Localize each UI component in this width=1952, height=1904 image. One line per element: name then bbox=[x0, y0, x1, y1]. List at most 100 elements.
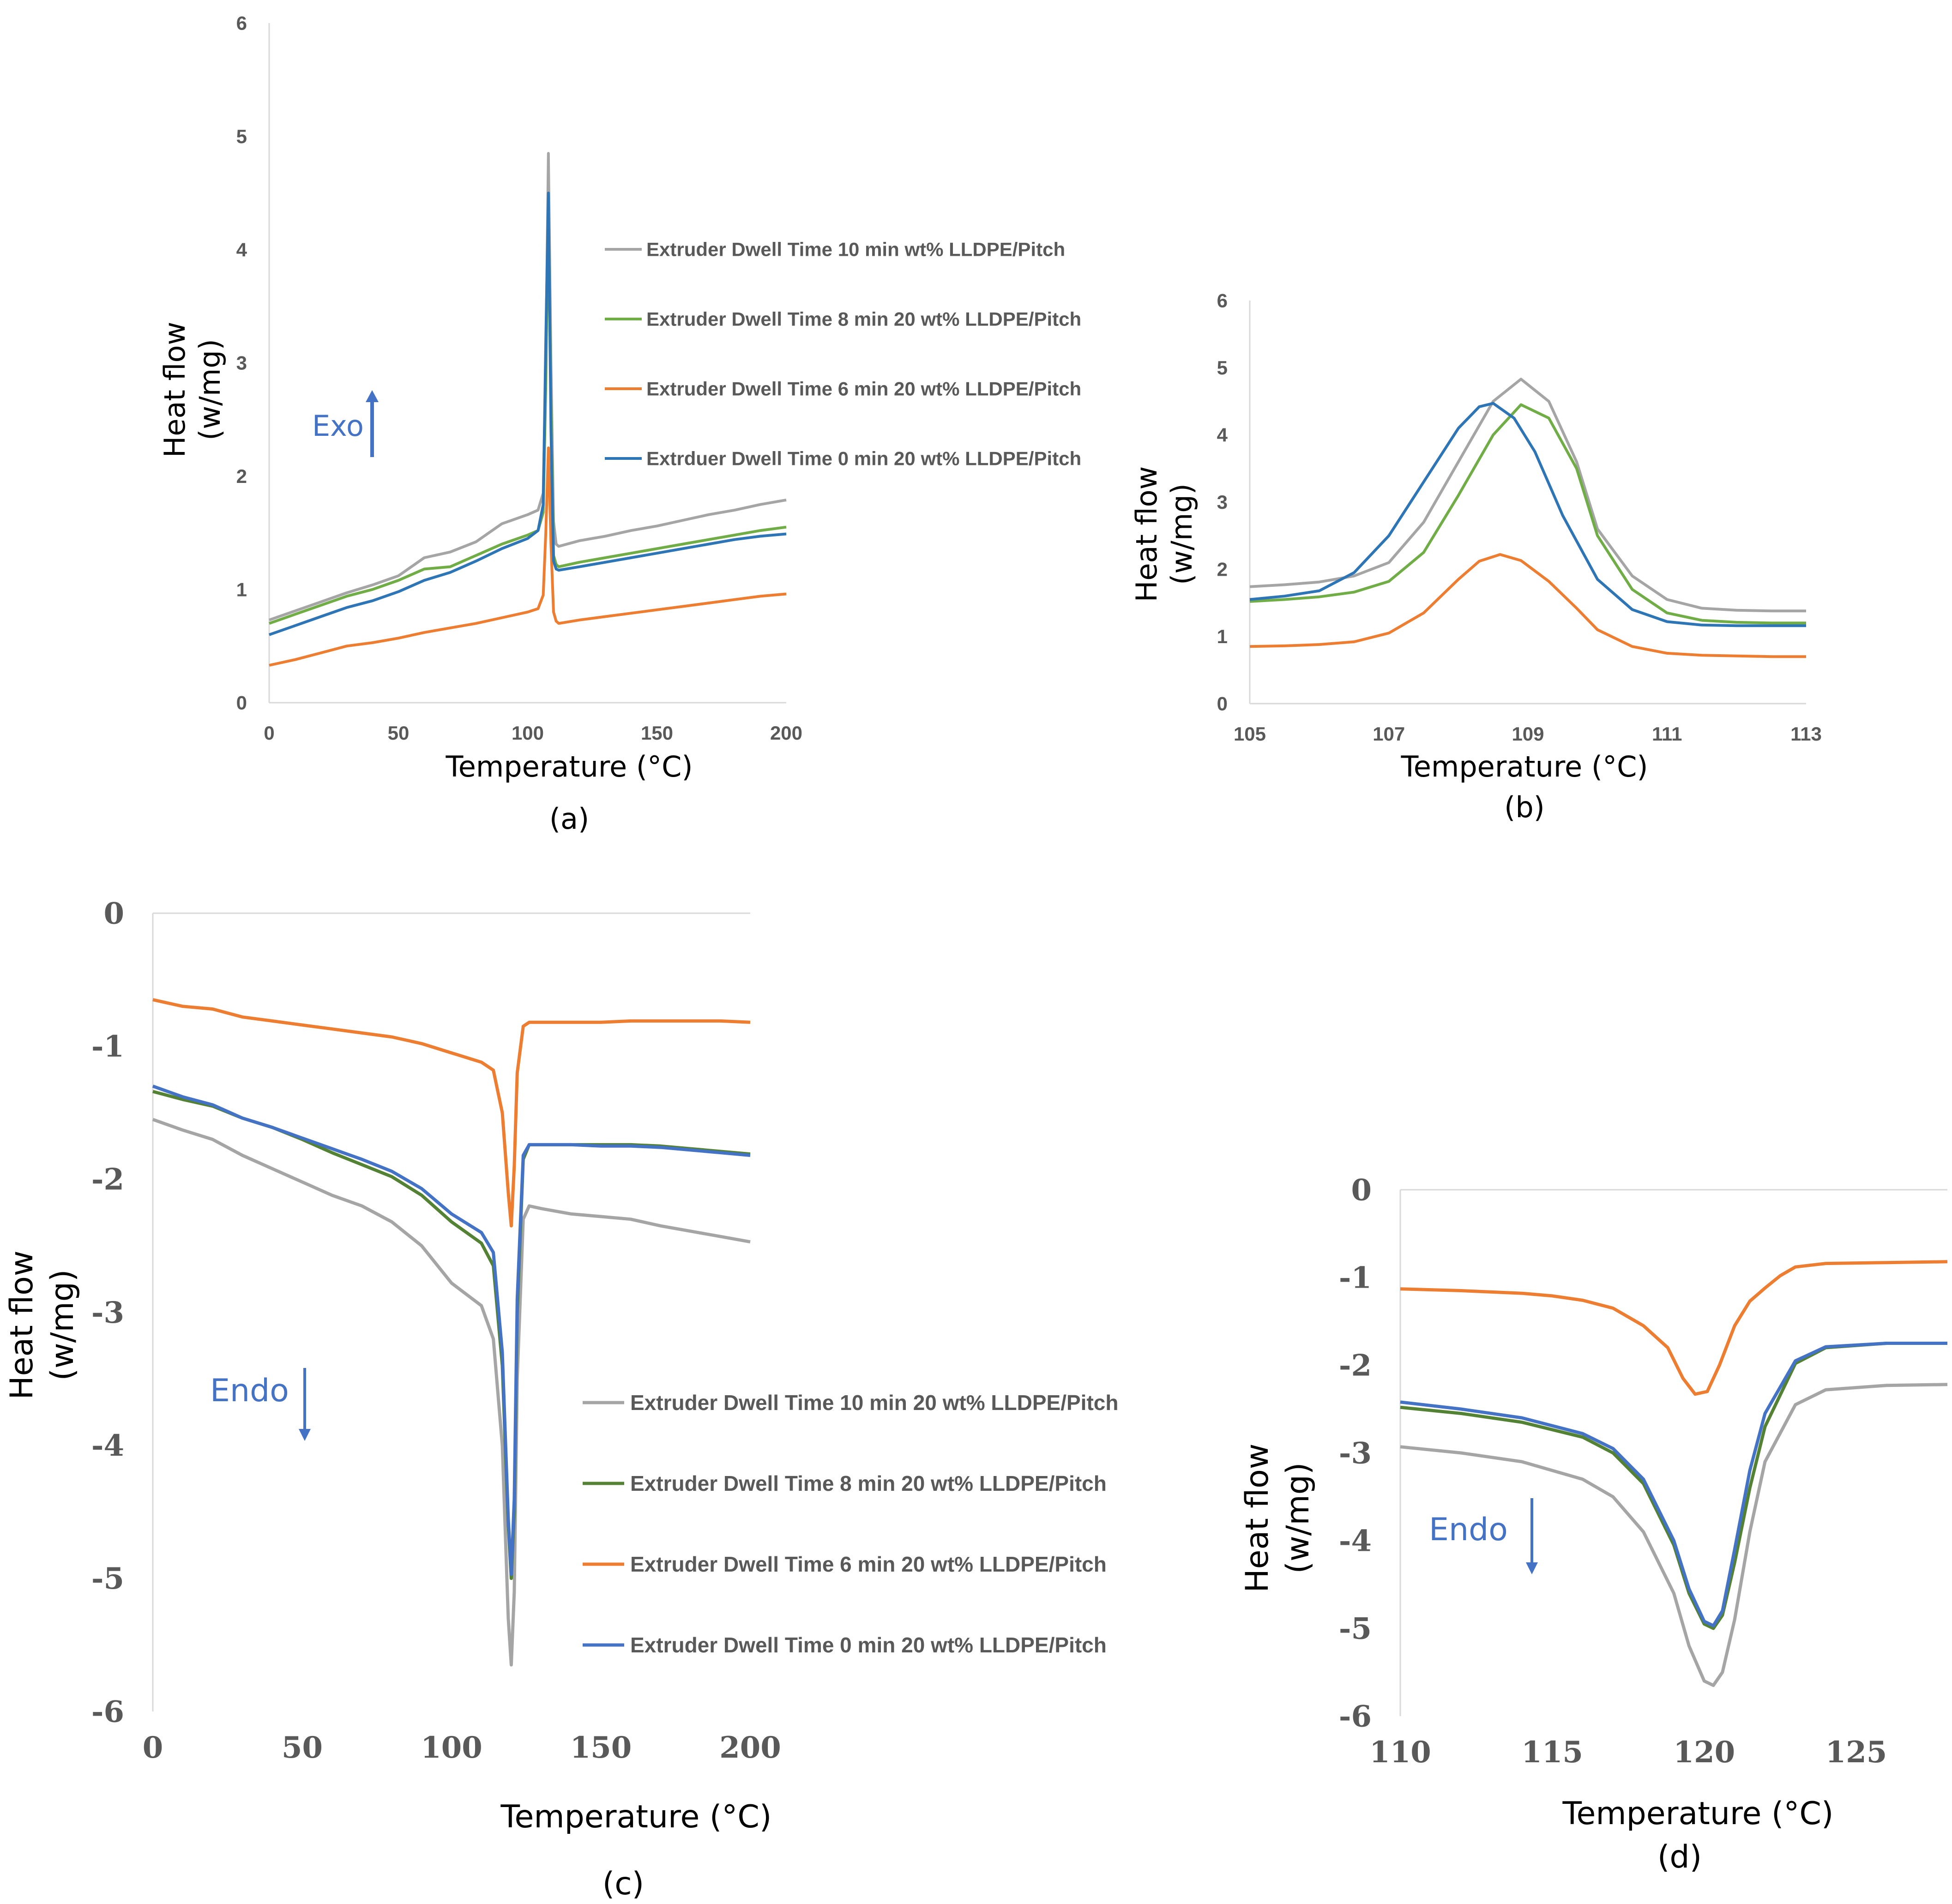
x-tick-label: 200 bbox=[770, 722, 802, 744]
chart-panel: 105 107 109 111 113 0 1 2 3 4 5 6 Temperature (°C) He… bbox=[1130, 290, 1822, 824]
y-axis-title: Heat flow (w/mg) bbox=[4, 1251, 81, 1400]
x-tick-label: 111 bbox=[1652, 723, 1682, 745]
series-line bbox=[152, 1090, 751, 1580]
y-tick-label: -2 bbox=[1339, 1348, 1372, 1383]
y-tick-label: -6 bbox=[1339, 1699, 1372, 1734]
y-tick-label: -3 bbox=[91, 1295, 124, 1330]
x-tick-label: 100 bbox=[421, 1730, 482, 1765]
panel-label: (a) bbox=[549, 802, 589, 836]
x-tick-label: 105 bbox=[1234, 723, 1266, 745]
y-tick-label: 5 bbox=[236, 126, 247, 147]
y-axis-title: Heat flow (w/mg) bbox=[1130, 466, 1199, 602]
panel-label: (b) bbox=[1504, 790, 1545, 824]
y-tick-label: 4 bbox=[1217, 424, 1228, 446]
x-tick-label: 107 bbox=[1373, 723, 1405, 745]
series-line bbox=[1400, 1342, 1947, 1630]
x-tick-label: 113 bbox=[1790, 723, 1822, 745]
y-tick-label: 0 bbox=[1217, 693, 1228, 715]
series-line bbox=[1400, 1342, 1947, 1627]
legend-label: Extrduer Dwell Time 0 min 20 wt% LLDPE/P… bbox=[646, 448, 1081, 470]
y-axis-title-line: (w/mg) bbox=[1165, 483, 1199, 585]
series-line bbox=[152, 1118, 751, 1667]
x-tick-label: 110 bbox=[1369, 1735, 1431, 1770]
y-tick-label: 6 bbox=[1217, 290, 1228, 312]
x-tick-label: 100 bbox=[512, 722, 544, 744]
y-axis-title-line: Heat flow bbox=[4, 1251, 40, 1400]
legend-label: Extruder Dwell Time 10 min wt% LLDPE/Pit… bbox=[646, 239, 1065, 260]
series-line bbox=[1249, 378, 1806, 613]
series-line bbox=[152, 1085, 751, 1576]
y-axis-title-line: Heat flow bbox=[158, 322, 192, 458]
series-line bbox=[269, 446, 787, 667]
x-tick-label: 200 bbox=[719, 1730, 781, 1765]
legend-label: Extruder Dwell Time 8 min 20 wt% LLDPE/P… bbox=[630, 1471, 1107, 1495]
y-tick-label: -4 bbox=[91, 1428, 124, 1463]
series-line bbox=[152, 998, 751, 1228]
arrow-down-icon-head bbox=[1526, 1562, 1538, 1574]
y-tick-label: -5 bbox=[1339, 1611, 1372, 1646]
y-tick-label: -2 bbox=[91, 1163, 124, 1197]
legend-label: Extruder Dwell Time 10 min 20 wt% LLDPE/… bbox=[630, 1391, 1118, 1415]
y-tick-label: 0 bbox=[236, 692, 247, 714]
series-line bbox=[1249, 403, 1806, 625]
y-axis-title: Heat flow (w/mg) bbox=[158, 322, 227, 458]
series-line bbox=[1400, 1383, 1948, 1687]
x-tick-label: 120 bbox=[1674, 1735, 1735, 1770]
annotation-label: Exo bbox=[312, 409, 364, 443]
y-tick-label: 0 bbox=[103, 896, 124, 931]
annotation-label: Endo bbox=[1429, 1512, 1508, 1548]
chart-panel: 0 50 100 150 200 0 1 2 3 4 5 6 Temperature (°C) Heat … bbox=[158, 12, 1081, 836]
x-axis-title: Temperature (°C) bbox=[1400, 750, 1648, 783]
x-tick-label: 50 bbox=[282, 1730, 323, 1765]
y-tick-label: -1 bbox=[1339, 1260, 1372, 1295]
x-tick-label: 109 bbox=[1512, 723, 1544, 745]
series-line bbox=[1400, 1260, 1948, 1396]
x-tick-label: 150 bbox=[570, 1730, 632, 1765]
x-tick-label: 125 bbox=[1825, 1735, 1887, 1770]
y-axis-title-line: (w/mg) bbox=[193, 339, 227, 440]
legend-label: Extruder Dwell Time 0 min 20 wt% LLDPE/P… bbox=[630, 1633, 1107, 1657]
x-tick-label: 0 bbox=[264, 722, 274, 744]
panel-label: (d) bbox=[1657, 1839, 1702, 1875]
y-tick-label: -5 bbox=[91, 1561, 124, 1596]
legend-label: Extruder Dwell Time 6 min 20 wt% LLDPE/P… bbox=[646, 378, 1081, 400]
y-axis-title-line: (w/mg) bbox=[1280, 1463, 1316, 1574]
arrow-up-icon-head bbox=[366, 390, 379, 402]
y-tick-label: -6 bbox=[91, 1694, 124, 1729]
y-axis-title-line: Heat flow bbox=[1239, 1444, 1276, 1593]
x-tick-label: 115 bbox=[1521, 1735, 1583, 1770]
chart-panel: 0 50 100 150 200 0 -1 -2 -3 -4 -5 -6 Temperature (°C… bbox=[4, 896, 1118, 1902]
y-tick-label: 2 bbox=[1217, 559, 1228, 580]
x-tick-label: 50 bbox=[388, 722, 410, 744]
y-tick-label: 0 bbox=[1351, 1173, 1372, 1207]
legend-label: Extruder Dwell Time 6 min 20 wt% LLDPE/P… bbox=[630, 1552, 1107, 1576]
arrow-down-icon-head bbox=[299, 1429, 311, 1441]
x-tick-label: 0 bbox=[143, 1730, 163, 1765]
y-tick-label: -1 bbox=[91, 1030, 124, 1064]
y-tick-label: 1 bbox=[236, 578, 247, 600]
x-axis-title: Temperature (°C) bbox=[500, 1799, 772, 1835]
y-tick-label: -3 bbox=[1339, 1436, 1372, 1470]
series-line bbox=[1249, 402, 1806, 627]
legend-label: Extruder Dwell Time 8 min 20 wt% LLDPE/P… bbox=[646, 308, 1081, 330]
y-tick-label: 3 bbox=[236, 352, 247, 374]
y-axis-title-line: Heat flow bbox=[1130, 466, 1163, 602]
panel-label: (c) bbox=[602, 1866, 644, 1902]
y-tick-label: 2 bbox=[236, 465, 247, 487]
y-tick-label: 1 bbox=[1217, 626, 1228, 647]
y-tick-label: 6 bbox=[236, 12, 247, 34]
y-axis-title-line: (w/mg) bbox=[44, 1270, 81, 1381]
chart-panel: 110 115 120 125 0 -1 -2 -3 -4 -5 -6 Temperature (°C… bbox=[1239, 1173, 1948, 1875]
y-tick-label: 4 bbox=[236, 239, 247, 260]
series-line bbox=[269, 192, 787, 636]
y-tick-label: 3 bbox=[1217, 491, 1228, 513]
series-line bbox=[1249, 553, 1806, 658]
y-axis-title: Heat flow (w/mg) bbox=[1239, 1444, 1316, 1593]
x-axis-title: Temperature (°C) bbox=[445, 750, 693, 783]
x-tick-label: 150 bbox=[641, 722, 673, 744]
x-axis-title: Temperature (°C) bbox=[1562, 1796, 1834, 1832]
annotation-label: Endo bbox=[210, 1373, 289, 1409]
y-tick-label: -4 bbox=[1339, 1524, 1372, 1558]
y-tick-label: 5 bbox=[1217, 357, 1228, 379]
